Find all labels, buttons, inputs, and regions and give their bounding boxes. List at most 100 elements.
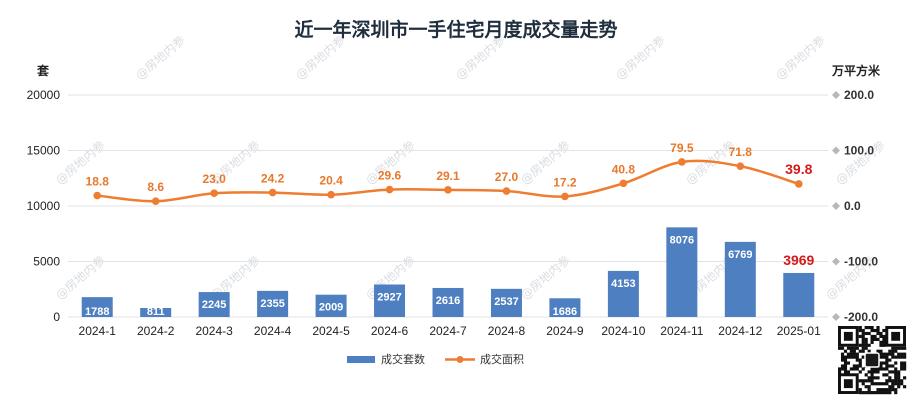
left-tick-label: 10000: [27, 199, 61, 213]
qr-module: [885, 388, 889, 392]
qr-module: [870, 379, 874, 383]
right-axis-unit: 万平方米: [831, 63, 881, 78]
qr-module: [876, 382, 880, 386]
bar: [549, 298, 581, 317]
qr-module: [885, 391, 889, 395]
qr-module: [891, 379, 895, 383]
qr-module: [867, 379, 871, 383]
qr-module: [894, 355, 898, 359]
line-point: [385, 185, 394, 194]
bar: [81, 297, 113, 317]
qr-module: [903, 355, 907, 359]
qr-module: [876, 376, 880, 380]
qr-module: [858, 328, 862, 333]
line-point: [93, 191, 102, 200]
qr-module: [852, 364, 856, 368]
qr-module: [876, 367, 880, 371]
qr-module: [879, 352, 883, 356]
right-tick-marker: [832, 313, 840, 321]
qr-module: [870, 391, 874, 395]
qr-module: [870, 370, 874, 374]
line-data-label: 24.2: [261, 172, 285, 186]
qr-module: [861, 391, 865, 395]
left-tick-label: 20000: [27, 88, 61, 102]
left-axis-ticks: 0 5000 10000 15000 20000: [27, 88, 61, 324]
qr-code-image: [838, 326, 907, 395]
qr-module: [864, 385, 868, 389]
qr-module: [894, 376, 898, 380]
bar-data-label: 2245: [202, 299, 226, 311]
qr-module: [852, 346, 856, 350]
qr-module: [840, 352, 845, 356]
category-label: 2024-5: [312, 324, 350, 338]
qr-module: [876, 326, 880, 330]
qr-module: [870, 334, 874, 339]
qr-module: [894, 382, 898, 386]
qr-module: [903, 352, 907, 356]
qr-module: [882, 352, 886, 356]
line-point: [210, 189, 218, 198]
qr-logo: [864, 352, 880, 368]
qr-module: [888, 379, 892, 383]
qr-module: [843, 370, 848, 374]
category-label: 2024-3: [195, 324, 233, 338]
qr-module: [903, 361, 907, 365]
qr-module: [864, 326, 868, 330]
qr-module: [867, 388, 871, 392]
qr-module: [873, 328, 877, 333]
qr-module: [852, 355, 856, 359]
left-tick-label: 0: [53, 310, 60, 324]
qr-module: [838, 370, 842, 374]
qr-module: [864, 343, 868, 347]
qr-module: [903, 367, 907, 371]
legend-swatch-bar: [347, 356, 375, 363]
qr-module: [876, 388, 880, 392]
qr-module: [861, 334, 865, 339]
qr-module: [843, 361, 848, 365]
category-label: 2024-11: [660, 324, 703, 338]
qr-module: [861, 367, 865, 371]
qr-module: [891, 370, 895, 374]
qr-module: [864, 331, 868, 336]
qr-module: [888, 391, 892, 395]
qr-module: [894, 346, 898, 350]
line-data-labels: 18.8 8.6 23.0 24.2 20.4 29.6 29.1 27.0 17.2 40.8 7…: [86, 141, 813, 194]
qr-module: [855, 346, 859, 350]
qr-module: [879, 382, 883, 386]
bar-data-label: 1788: [85, 306, 109, 318]
right-tick-label: -100.0: [844, 255, 878, 269]
bar: [198, 292, 230, 317]
qr-module: [849, 349, 853, 353]
qr-module: [861, 331, 865, 336]
line-point: [268, 188, 277, 197]
qr-module: [879, 367, 883, 371]
qr-module: [897, 385, 901, 389]
bar: [666, 227, 698, 317]
line-point: [502, 187, 511, 195]
qr-module: [870, 337, 874, 341]
bar: [374, 284, 406, 317]
qr-module: [873, 382, 877, 386]
qr-module: [900, 382, 904, 386]
qr-module: [858, 388, 862, 392]
qr-module: [885, 352, 889, 356]
qr-module: [858, 391, 862, 395]
qr-module: [840, 355, 845, 359]
qr-module: [882, 343, 886, 347]
qr-module: [879, 331, 883, 336]
line-point: [619, 179, 628, 188]
qr-module: [885, 358, 889, 362]
chart-title: 近一年深圳市一手住宅月度成交量走势: [294, 18, 617, 41]
qr-module: [900, 355, 904, 359]
category-label: 2025-01: [777, 324, 821, 338]
qr-module: [897, 370, 901, 374]
category-label: 2024-12: [718, 324, 762, 338]
qr-module: [891, 352, 895, 356]
qr-module: [858, 364, 862, 368]
qr-module: [900, 361, 904, 365]
bar-data-label: 8076: [670, 234, 694, 246]
qr-module: [885, 379, 889, 383]
qr-module: [840, 367, 845, 371]
qr-module: [879, 364, 883, 368]
